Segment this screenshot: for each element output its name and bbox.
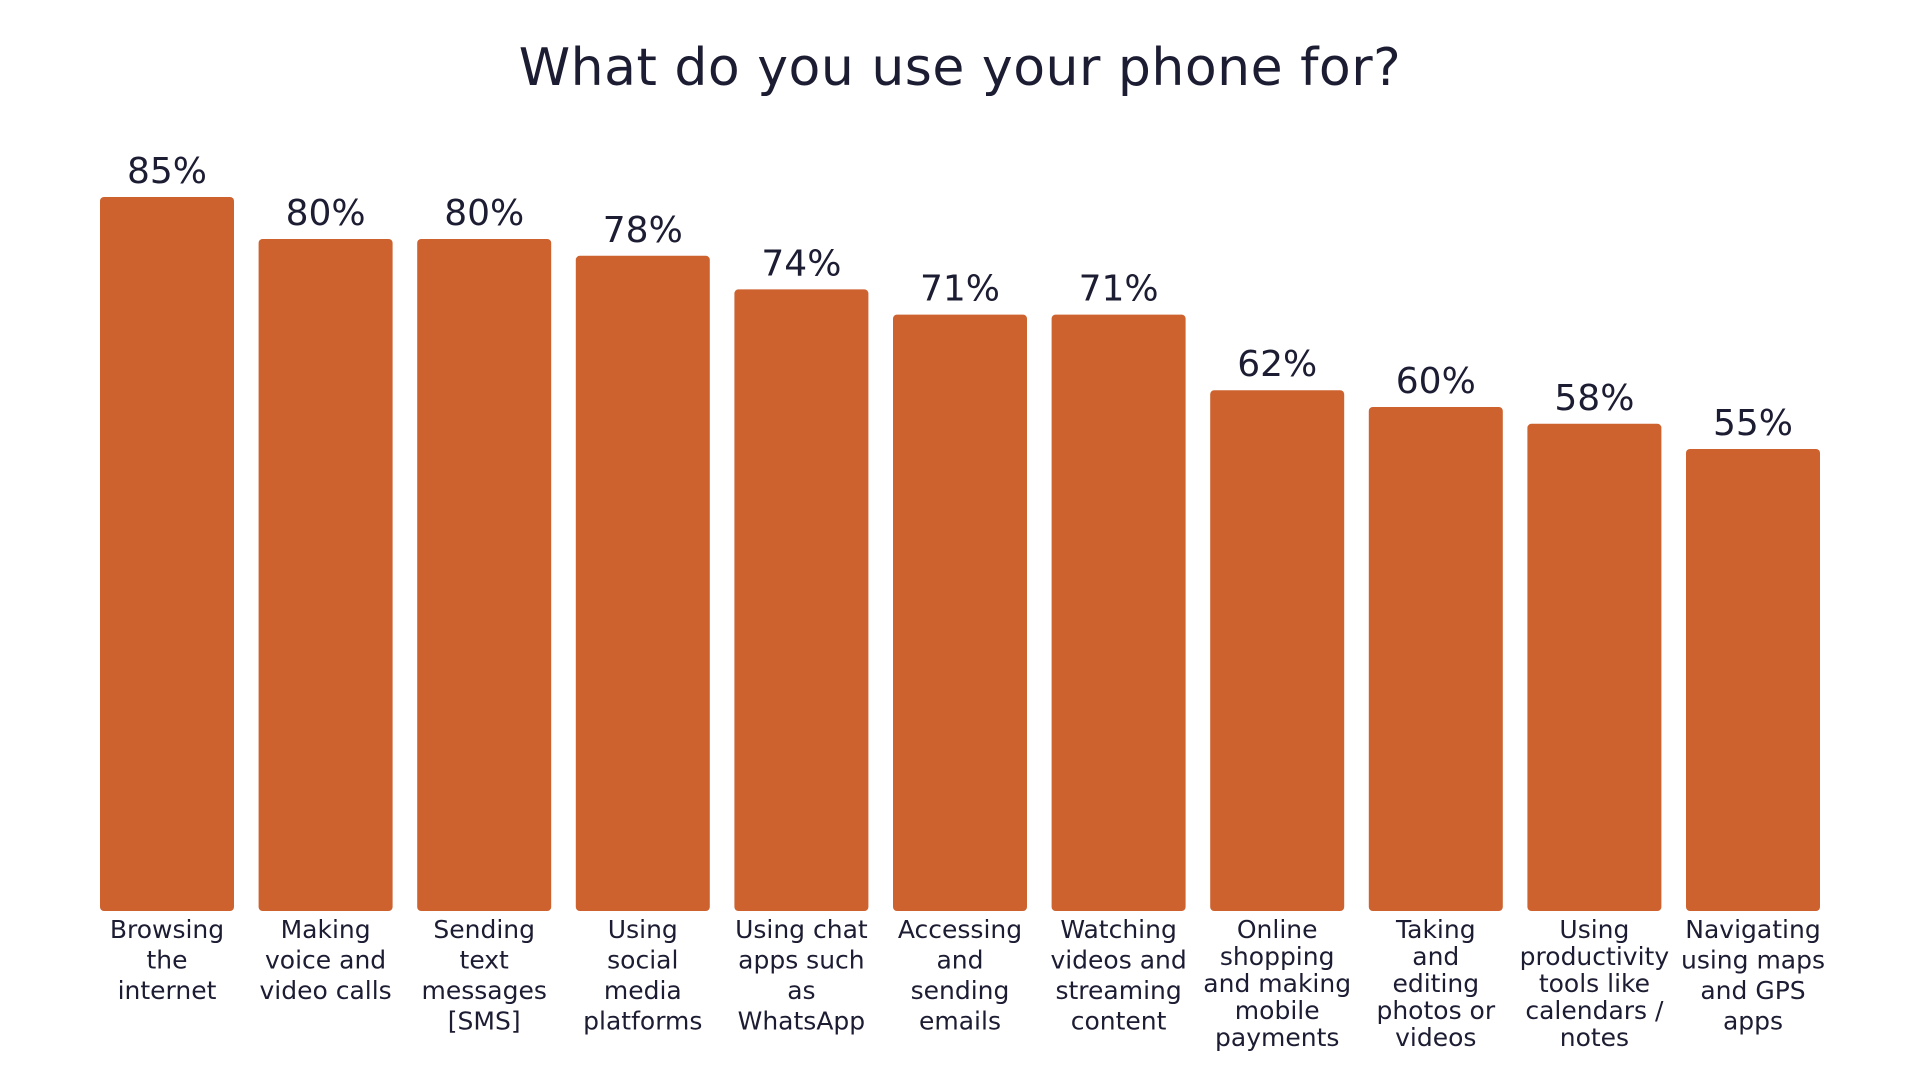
category-label-line: the (146, 946, 187, 975)
category-label-4: Using social media platforms (583, 915, 702, 1036)
bar-3 (417, 239, 552, 911)
bar-2 (258, 239, 393, 911)
category-label-line: Using (608, 915, 678, 944)
category-label-line: videos and (1050, 946, 1186, 975)
category-label-line: shopping (1220, 942, 1335, 971)
value-label-3: 80% (444, 193, 524, 234)
category-label-line: and (1412, 942, 1459, 971)
category-label-line: tools like (1539, 969, 1650, 998)
category-label-3: Sending text messages [SMS] (422, 915, 547, 1036)
category-label-line: apps such (738, 946, 865, 975)
category-label-line: and making (1203, 969, 1351, 998)
category-label-8: Online shopping and making mobile payments (1203, 915, 1351, 1052)
value-label-10: 58% (1554, 378, 1634, 419)
category-label-line: sending (911, 976, 1010, 1005)
category-label-line: calendars / (1525, 996, 1664, 1025)
category-label-7: Watching videos and streaming content (1050, 915, 1186, 1036)
category-label-line: as (787, 976, 815, 1005)
category-label-line: mobile (1235, 996, 1320, 1025)
category-label-line: Sending (433, 915, 535, 944)
category-label-11: Navigating using maps and GPS apps (1681, 915, 1825, 1036)
value-label-11: 55% (1713, 403, 1793, 444)
category-label-9: Taking and editing photos or videos (1376, 915, 1495, 1052)
value-label-9: 60% (1396, 361, 1476, 402)
category-label-line: Browsing (110, 915, 224, 944)
value-label-1: 85% (127, 151, 207, 192)
bar-11 (1686, 449, 1820, 911)
value-label-6: 71% (920, 269, 1000, 310)
category-label-line: Navigating (1685, 915, 1820, 944)
category-label-line: videos (1395, 1023, 1476, 1052)
category-label-6: Accessing and sending emails (898, 915, 1022, 1036)
value-label-4: 78% (603, 210, 683, 251)
bar-5 (734, 289, 869, 911)
category-label-line: productivity (1520, 942, 1670, 971)
bar-8 (1210, 390, 1345, 911)
bar-7 (1051, 314, 1186, 912)
chart-title: What do you use your phone for? (518, 38, 1402, 98)
category-label-line: Online (1237, 915, 1318, 944)
bar-1 (100, 197, 234, 911)
category-label-line: Using (1559, 915, 1629, 944)
category-label-1: Browsing the internet (110, 915, 224, 1005)
category-label-line: Watching (1060, 915, 1177, 944)
category-label-line: Using chat (735, 915, 868, 944)
category-label-line: content (1071, 1007, 1167, 1036)
value-label-5: 74% (761, 243, 841, 284)
category-label-line: Making (281, 915, 371, 944)
category-label-line: video calls (259, 976, 391, 1005)
value-label-8: 62% (1237, 344, 1317, 385)
category-label-line: [SMS] (448, 1007, 521, 1036)
category-label-line: streaming (1055, 976, 1181, 1005)
category-label-line: notes (1560, 1023, 1629, 1052)
category-label-line: internet (118, 976, 217, 1005)
category-label-line: Accessing (898, 915, 1022, 944)
category-label-line: text (460, 946, 510, 975)
value-label-2: 80% (286, 193, 366, 234)
bar-10 (1527, 423, 1662, 911)
bar-9 (1368, 407, 1503, 911)
category-label-line: social (607, 946, 678, 975)
category-label-line: and GPS (1700, 976, 1805, 1005)
category-label-line: and (936, 946, 983, 975)
category-label-5: Using chat apps such as WhatsApp (735, 915, 868, 1036)
category-label-line: media (604, 976, 682, 1005)
category-label-10: Using productivity tools like calendars / no… (1520, 915, 1670, 1052)
category-label-line: using maps (1681, 946, 1825, 975)
category-label-line: editing (1392, 969, 1479, 998)
category-label-2: Making voice and video calls (259, 915, 391, 1005)
category-label-line: payments (1215, 1023, 1339, 1052)
bar-4 (575, 255, 710, 912)
category-label-line: Taking (1395, 915, 1476, 944)
category-label-line: emails (919, 1007, 1001, 1036)
category-label-line: messages (422, 976, 547, 1005)
category-label-line: platforms (583, 1007, 702, 1036)
value-label-7: 71% (1079, 269, 1159, 310)
category-label-line: WhatsApp (738, 1007, 866, 1036)
category-label-line: voice and (265, 946, 386, 975)
category-label-line: photos or (1376, 996, 1495, 1025)
bar-6 (893, 314, 1027, 912)
category-label-line: apps (1723, 1007, 1783, 1036)
